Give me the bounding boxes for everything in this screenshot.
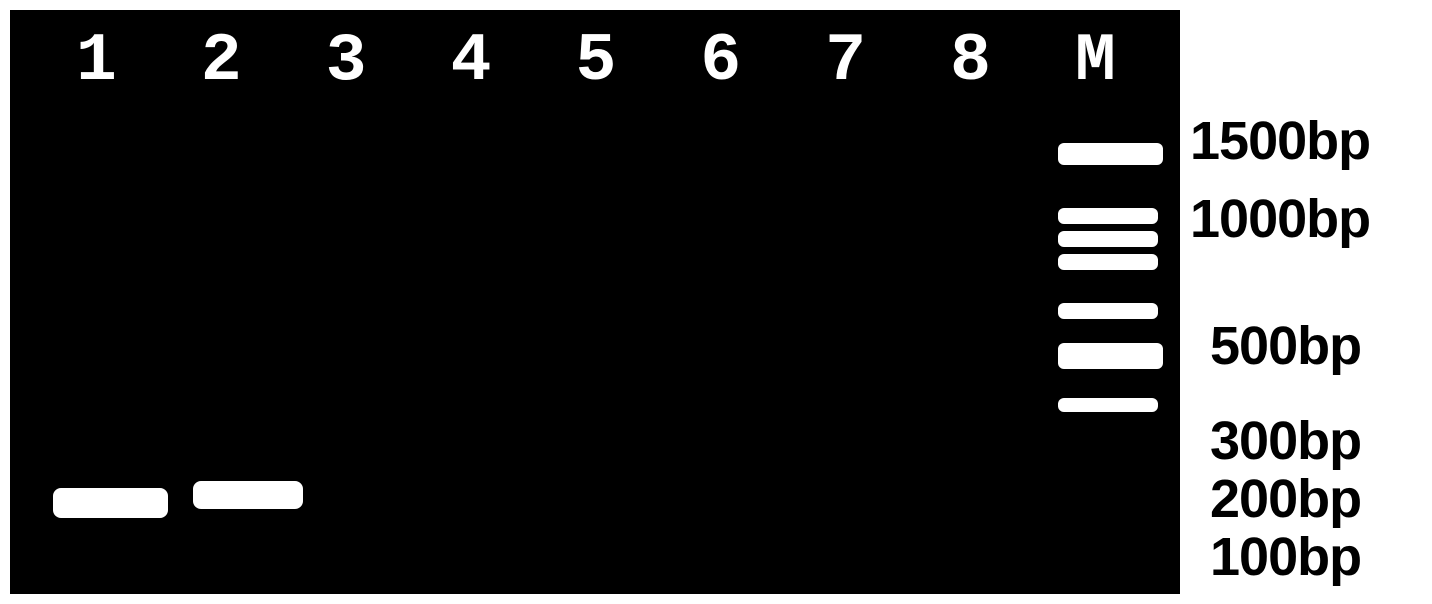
lane-label-marker: M (1075, 23, 1114, 100)
sample-band-lane1 (53, 488, 168, 518)
size-label-1000: 1000bp (1190, 188, 1370, 250)
lane-label-4: 4 (451, 23, 490, 100)
ladder-band-1000-group (1058, 208, 1158, 224)
size-label-100: 100bp (1210, 526, 1361, 588)
lane-label-8: 8 (950, 23, 989, 100)
lane-labels-row: 1 2 3 4 5 6 7 8 M (13, 23, 1177, 100)
ladder-band-middle1 (1058, 303, 1158, 319)
size-label-300: 300bp (1210, 410, 1361, 472)
ladder-band-500 (1058, 343, 1163, 369)
lane-label-5: 5 (576, 23, 615, 100)
lane-label-6: 6 (700, 23, 739, 100)
ladder-band-1500 (1058, 143, 1163, 165)
sample-band-lane2 (193, 481, 303, 509)
ladder-band-400 (1058, 398, 1158, 412)
lane-label-7: 7 (825, 23, 864, 100)
gel-image: 1 2 3 4 5 6 7 8 M (10, 10, 1180, 594)
lane-label-1: 1 (76, 23, 115, 100)
size-label-500: 500bp (1210, 315, 1361, 377)
lane-label-2: 2 (201, 23, 240, 100)
size-label-200: 200bp (1210, 468, 1361, 530)
ladder-band-1000-group3 (1058, 254, 1158, 270)
lane-label-3: 3 (326, 23, 365, 100)
size-label-1500: 1500bp (1190, 110, 1370, 172)
ladder-band-1000-group2 (1058, 231, 1158, 247)
